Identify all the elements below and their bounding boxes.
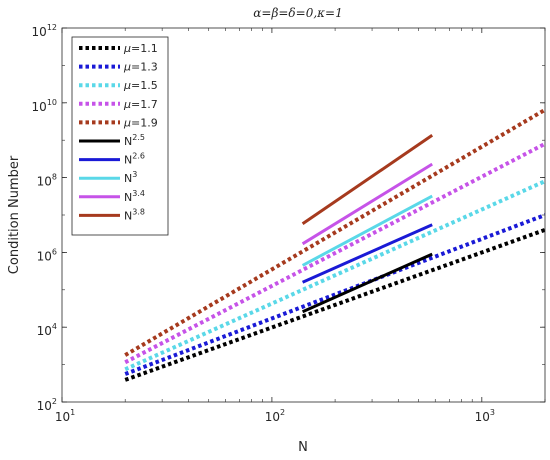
x-axis-label: N [298,440,308,455]
legend-label: N3.4 [124,189,145,204]
legend-label: μ=1.7 [123,98,158,111]
y-axis-label: Condition Number [7,155,22,274]
series-layer [124,108,545,382]
series-line-7 [301,223,433,284]
x-tick-label: 102 [265,408,285,424]
legend-box [71,36,169,236]
legend-label: μ=1.9 [123,116,158,129]
y-tick-label: 104 [37,322,57,338]
legend-label: μ=1.1 [123,42,158,55]
legend-label: N3.8 [124,207,145,222]
x-tick-label: 101 [55,408,75,424]
legend-label: μ=1.3 [123,61,158,74]
legend-label: N2.5 [124,133,145,148]
series-line-1 [124,228,545,382]
y-tick-label: 1010 [32,98,57,114]
series-line-8 [301,194,433,267]
y-tick-label: 106 [37,247,57,263]
legend-label: N3 [124,170,137,185]
legend-label: N2.6 [124,152,145,167]
y-tick-label: 108 [37,173,57,189]
series-line-10 [301,134,434,226]
legend-label: μ=1.5 [123,79,158,92]
y-tick-label: 1012 [32,23,57,39]
series-line-5 [124,108,545,357]
y-tick-label: 102 [37,397,57,413]
series-line-9 [301,162,433,246]
x-tick-label: 103 [475,408,495,424]
series-line-3 [124,179,545,372]
series-line-2 [124,213,545,376]
chart-title: α=β=δ=0,κ=1 [253,6,342,20]
series-line-4 [124,142,545,365]
legend: μ=1.1 μ=1.3 μ=1.5 μ=1.7 μ=1.9 N2.5 N2.6 N3 N3.4 N… [71,36,169,236]
series-line-6 [301,252,433,314]
